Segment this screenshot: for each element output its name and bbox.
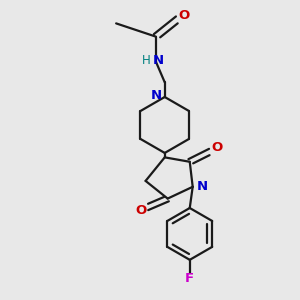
- Text: N: N: [196, 180, 208, 193]
- Text: O: O: [211, 141, 223, 154]
- Text: N: N: [151, 89, 162, 102]
- Text: O: O: [179, 9, 190, 22]
- Text: N: N: [153, 54, 164, 67]
- Text: O: O: [135, 205, 146, 218]
- Text: F: F: [185, 272, 194, 285]
- Text: H: H: [142, 54, 151, 67]
